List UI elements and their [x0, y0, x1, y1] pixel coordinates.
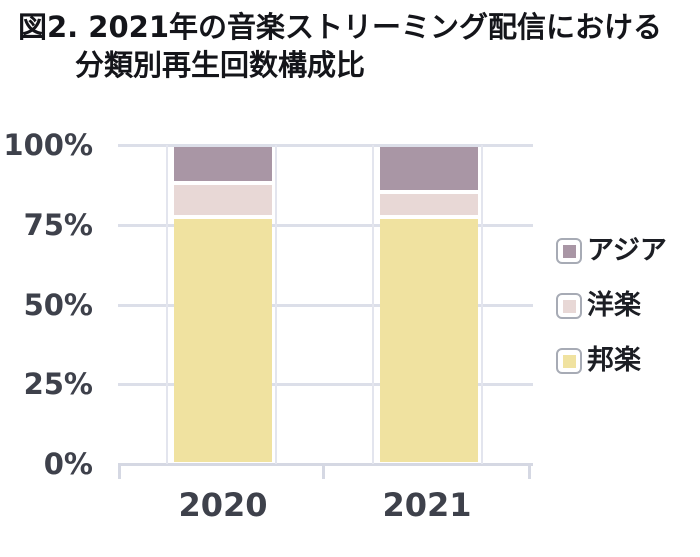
- legend-swatch-box: [556, 293, 582, 319]
- legend-label: 邦楽: [587, 345, 641, 376]
- y-axis-tick-label: 25%: [23, 367, 93, 402]
- bar-segment: [174, 147, 272, 181]
- bar-segment: [380, 219, 478, 462]
- legend-label: 洋楽: [587, 290, 641, 321]
- gridline: [118, 223, 533, 227]
- y-axis-tick-label: 50%: [23, 287, 93, 322]
- stacked-bar: [380, 147, 478, 462]
- gridline: [118, 303, 533, 307]
- gridline: [118, 144, 533, 147]
- legend-item: 洋楽: [556, 292, 667, 320]
- legend-item: アジア: [556, 237, 667, 265]
- bar-segment: [380, 193, 478, 216]
- legend-label: アジア: [587, 235, 667, 266]
- axis-tick: [118, 464, 121, 479]
- bar-outline: [372, 145, 374, 464]
- bar-outline: [166, 145, 168, 464]
- legend-swatch: [562, 299, 576, 313]
- bar-segment: [380, 147, 478, 190]
- bar-outline: [275, 145, 277, 464]
- bar-outline: [481, 145, 483, 464]
- axis-tick: [528, 464, 531, 479]
- chart-title-line2: 分類別再生回数構成比: [75, 48, 366, 82]
- chart-title: 図2. 2021年の音楽ストリーミング配信における 分類別再生回数構成比: [18, 8, 662, 84]
- legend-swatch: [562, 244, 576, 258]
- legend-item: 邦楽: [556, 347, 667, 375]
- y-axis-tick-label: 100%: [3, 128, 93, 162]
- legend: アジア 洋楽 邦楽: [556, 237, 667, 375]
- legend-swatch: [562, 354, 576, 368]
- y-axis-tick-label: 75%: [23, 207, 93, 242]
- bar-segment: [174, 184, 272, 216]
- gridline: [118, 383, 533, 387]
- gridline: [118, 463, 533, 466]
- bar-segment: [174, 219, 272, 462]
- x-axis-category-label: 2021: [382, 486, 472, 524]
- chart-title-line1: 図2. 2021年の音楽ストリーミング配信における: [18, 10, 663, 44]
- x-axis-category-label: 2020: [178, 486, 268, 524]
- legend-swatch-box: [556, 238, 582, 264]
- legend-swatch-box: [556, 348, 582, 374]
- stacked-bar: [174, 147, 272, 462]
- y-axis-tick-label: 0%: [43, 447, 93, 481]
- axis-tick: [322, 464, 325, 479]
